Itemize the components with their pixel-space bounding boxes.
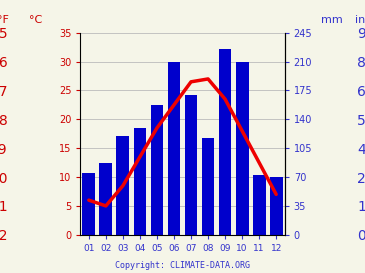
Bar xyxy=(82,173,95,235)
Text: inch: inch xyxy=(355,15,365,25)
Text: mm: mm xyxy=(321,15,343,25)
Bar xyxy=(201,138,214,235)
Bar xyxy=(150,105,164,235)
Text: Copyright: CLIMATE-DATA.ORG: Copyright: CLIMATE-DATA.ORG xyxy=(115,261,250,270)
Text: °C: °C xyxy=(29,15,42,25)
Text: °F: °F xyxy=(0,15,8,25)
Bar xyxy=(116,136,129,235)
Bar xyxy=(219,49,231,235)
Bar xyxy=(236,62,249,235)
Bar xyxy=(270,177,283,235)
Bar xyxy=(185,95,197,235)
Bar xyxy=(134,127,146,235)
Bar xyxy=(99,163,112,235)
Bar xyxy=(168,62,180,235)
Bar xyxy=(253,176,265,235)
